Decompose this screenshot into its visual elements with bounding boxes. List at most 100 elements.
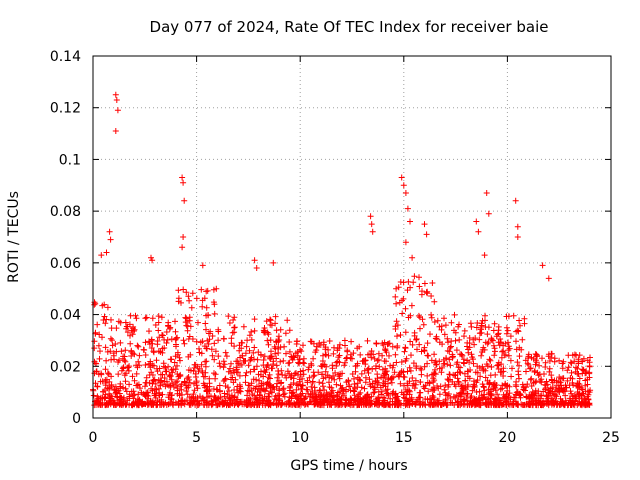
data-point [471, 341, 478, 348]
data-point [211, 356, 218, 363]
data-point [495, 400, 502, 407]
data-point [228, 400, 235, 407]
data-point [401, 382, 407, 389]
data-point [224, 384, 231, 391]
data-point [409, 375, 416, 381]
data-point [141, 347, 148, 353]
data-point [250, 366, 257, 373]
data-point [565, 352, 572, 359]
data-point [136, 352, 143, 359]
data-point [368, 221, 375, 228]
data-point [107, 236, 114, 243]
data-point [105, 371, 112, 378]
data-point [314, 343, 320, 350]
data-point [369, 380, 376, 387]
data-point [419, 288, 425, 295]
data-point [347, 402, 354, 409]
data-point [216, 360, 223, 367]
data-point [183, 315, 190, 322]
data-point [242, 372, 249, 379]
data-point [122, 378, 129, 385]
data-point [114, 107, 121, 114]
data-point [158, 314, 165, 321]
data-point [267, 316, 273, 323]
data-point [228, 360, 234, 367]
data-point [428, 314, 435, 321]
data-point [394, 401, 401, 408]
data-point [568, 360, 575, 367]
data-point [446, 356, 453, 363]
data-point [135, 391, 142, 398]
data-point [100, 388, 107, 395]
data-point [503, 313, 510, 320]
data-point [564, 377, 571, 384]
data-point [429, 392, 436, 399]
data-point [221, 361, 228, 368]
data-point [490, 342, 497, 349]
data-point [287, 385, 294, 391]
data-point [169, 369, 176, 376]
data-point [555, 385, 562, 392]
data-point [184, 375, 191, 382]
data-point [295, 401, 302, 408]
data-point [174, 362, 180, 369]
data-point [380, 342, 387, 348]
data-point [251, 257, 258, 264]
data-point [118, 348, 125, 355]
data-point [279, 371, 286, 378]
data-point [483, 361, 490, 368]
data-point [275, 350, 282, 356]
data-point [542, 364, 549, 370]
data-point [135, 381, 142, 388]
data-point [168, 356, 175, 363]
data-point [127, 340, 134, 347]
data-point [567, 359, 574, 366]
data-point [320, 352, 326, 359]
data-point [448, 319, 455, 326]
data-point [149, 340, 156, 347]
data-point [330, 350, 337, 357]
data-point [291, 370, 298, 377]
data-point [498, 354, 505, 361]
data-point [225, 313, 232, 320]
data-point [243, 369, 250, 376]
data-point [177, 357, 183, 364]
data-point [202, 373, 209, 380]
data-point [131, 377, 138, 384]
data-point [250, 349, 257, 356]
data-point [211, 393, 218, 399]
data-point [174, 334, 181, 341]
data-point [272, 313, 279, 320]
data-point [201, 343, 208, 350]
data-point [247, 368, 254, 375]
data-point [177, 371, 184, 378]
data-point [495, 366, 502, 372]
data-point [424, 340, 431, 347]
data-point [342, 359, 348, 366]
data-point [574, 402, 581, 408]
data-point [106, 228, 113, 235]
data-point [223, 353, 230, 360]
data-point [298, 348, 305, 355]
data-point [265, 393, 272, 400]
data-point [548, 372, 555, 379]
data-point [382, 346, 389, 352]
data-point [324, 372, 331, 379]
data-point [125, 367, 132, 374]
data-point [336, 345, 343, 352]
data-point [194, 402, 201, 409]
data-point [578, 392, 585, 399]
data-point [129, 402, 136, 409]
data-point [470, 360, 477, 367]
data-point [115, 371, 122, 378]
data-point [507, 357, 514, 364]
data-point [109, 342, 116, 349]
data-point [470, 383, 477, 390]
data-point [300, 367, 307, 374]
data-point [553, 382, 560, 389]
data-point [485, 339, 492, 346]
data-point [450, 393, 457, 400]
data-point [126, 393, 133, 400]
data-point [186, 297, 193, 304]
